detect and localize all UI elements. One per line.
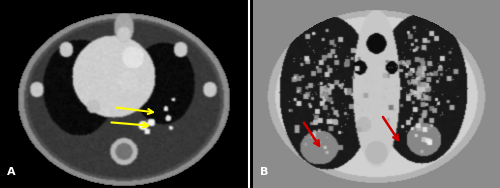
Text: B: B [260,167,269,177]
Text: A: A [8,167,16,177]
